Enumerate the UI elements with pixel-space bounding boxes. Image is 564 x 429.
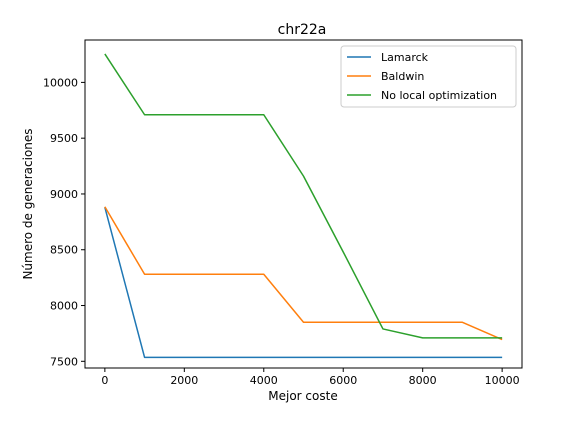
plot-frame	[84, 39, 523, 369]
x-tick-label: 4000	[250, 374, 278, 387]
legend-label: No local optimization	[381, 89, 497, 102]
y-tick-label: 10000	[43, 76, 78, 89]
y-tick-label: 9000	[50, 188, 78, 201]
plot-lines	[104, 53, 503, 359]
legend-label: Lamarck	[381, 51, 429, 64]
legend-box	[340, 45, 517, 108]
series-line-2	[104, 53, 503, 339]
x-tick-label: 0	[101, 374, 108, 387]
x-tick-label: 6000	[329, 374, 357, 387]
x-tick-label: 8000	[409, 374, 437, 387]
series-line-1	[104, 206, 503, 341]
x-tick-label: 10000	[485, 374, 520, 387]
chart-title: chr22a	[278, 22, 327, 38]
legend: Lamarck Baldwin No local optimization	[340, 45, 517, 108]
y-tick-label: 9500	[50, 132, 78, 145]
y-tick-label: 8000	[50, 300, 78, 313]
series-line-0	[104, 207, 503, 359]
legend-label: Baldwin	[381, 70, 424, 83]
x-axis-label: Mejor coste	[268, 389, 337, 403]
y-tick-label: 7500	[50, 355, 78, 368]
y-tick-label: 8500	[50, 244, 78, 257]
y-axis: 7500 8000 8500 9000 9500 10000	[43, 76, 85, 368]
x-tick-label: 2000	[170, 374, 198, 387]
x-axis: 0 2000 4000 6000 8000 10000	[101, 368, 520, 387]
y-axis-label: Número de generaciones	[21, 128, 35, 279]
